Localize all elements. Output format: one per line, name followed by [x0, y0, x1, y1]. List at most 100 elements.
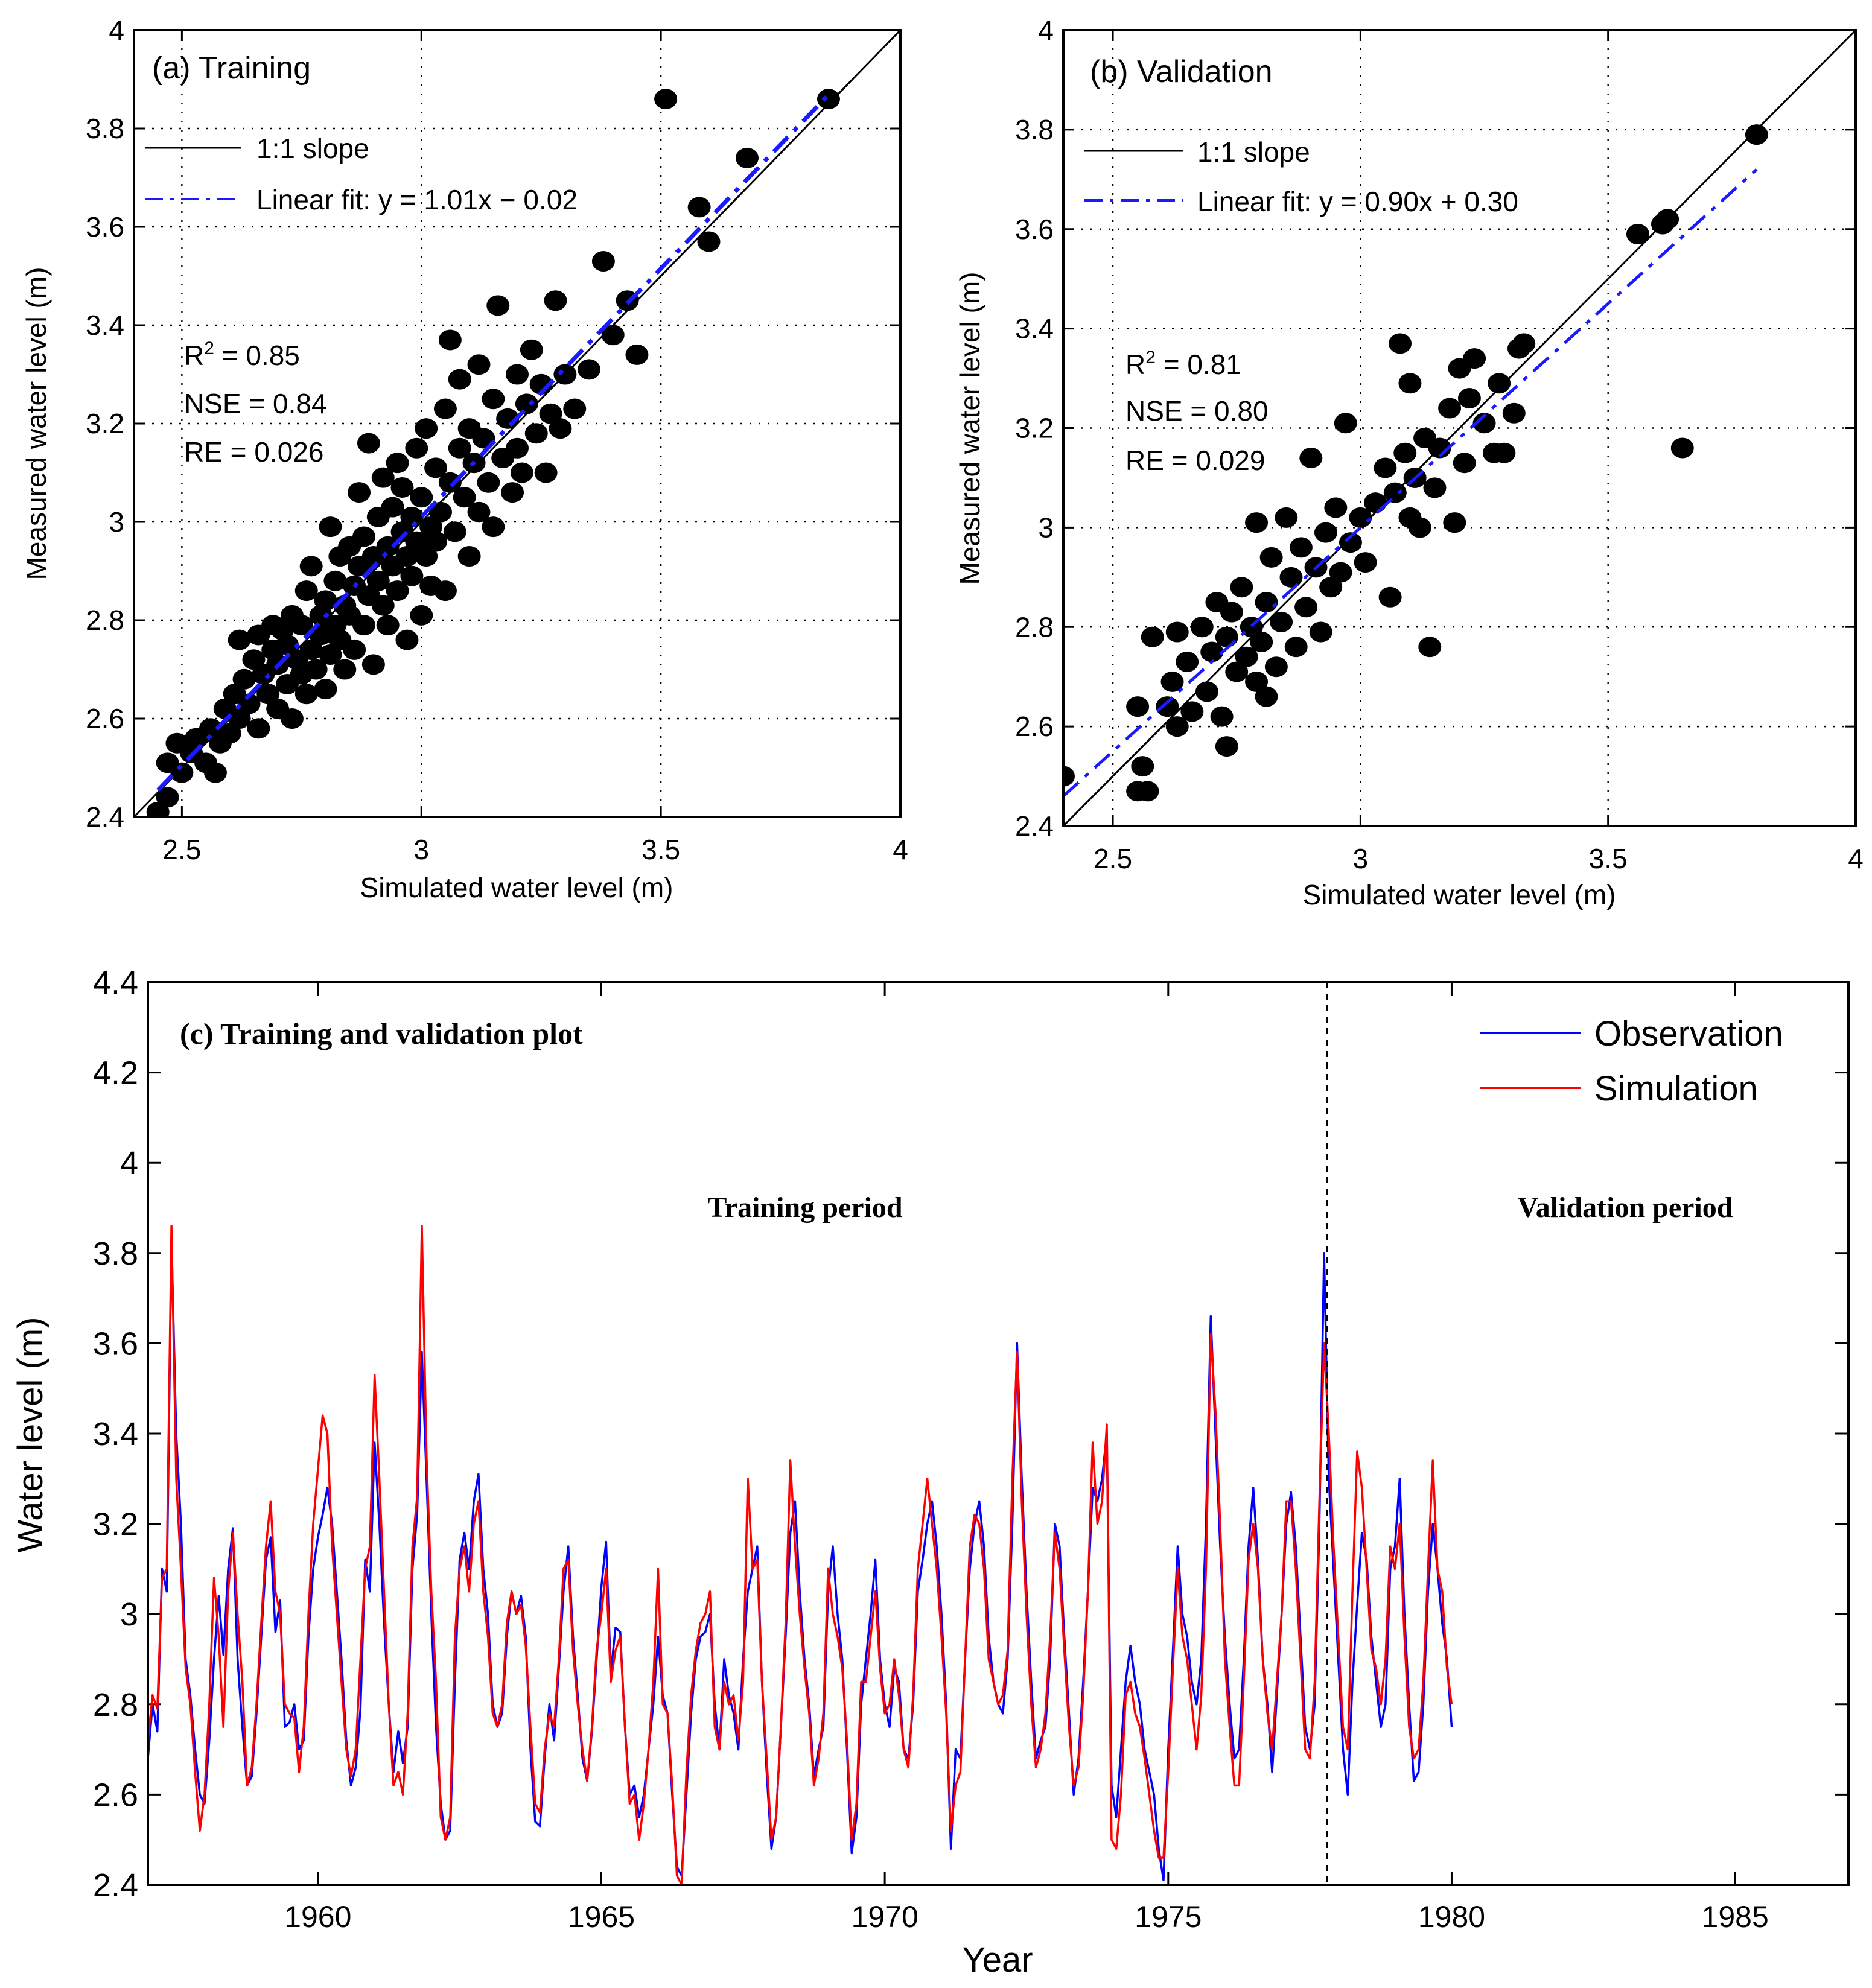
data-point	[601, 325, 625, 346]
panel-b-x-axis-label: Simulated water level (m)	[1303, 879, 1616, 910]
data-point	[1463, 348, 1486, 369]
y-tick-label: 3.8	[93, 1236, 138, 1272]
data-point	[687, 197, 711, 218]
data-point	[1230, 577, 1253, 598]
data-point	[1398, 373, 1422, 394]
data-point	[366, 570, 390, 591]
data-point	[1339, 532, 1362, 553]
data-point	[544, 290, 567, 311]
data-point	[1488, 373, 1511, 394]
data-point	[1255, 592, 1278, 613]
x-tick-label: 4	[893, 834, 908, 865]
data-point	[506, 364, 529, 385]
data-point	[1745, 124, 1768, 145]
training-period-label: Training period	[707, 1192, 902, 1224]
data-point	[524, 423, 548, 444]
data-point	[443, 521, 466, 542]
legend-label-observation: Observation	[1594, 1014, 1783, 1053]
panel-b-legend: 1:1 slope Linear fit: y = 0.90x + 0.30	[1084, 136, 1518, 217]
data-point	[1131, 756, 1154, 777]
data-point	[1176, 651, 1199, 672]
data-point	[1512, 333, 1536, 354]
data-point	[400, 506, 424, 527]
y-tick-label: 2.4	[1015, 810, 1054, 842]
data-point	[438, 472, 462, 493]
nse-stat: NSE = 0.80	[1125, 395, 1269, 427]
data-point	[386, 580, 409, 602]
data-point	[1334, 413, 1357, 434]
data-point	[1156, 696, 1179, 717]
y-tick-label: 3	[109, 506, 124, 538]
x-tick-label: 1975	[1135, 1900, 1202, 1934]
panel-c-x-tick-labels: 1960 1965 1970 1975 1980 1985	[284, 1900, 1769, 1934]
data-point	[323, 570, 347, 591]
panel-c-y-axis-label: Water level (m)	[11, 1317, 50, 1553]
panel-a-linear-fit-line	[156, 93, 830, 792]
data-point	[448, 437, 471, 459]
x-tick-label: 3.5	[642, 834, 680, 865]
panel-b-linear-fit-line	[1063, 168, 1758, 798]
data-point	[386, 453, 409, 474]
data-point	[1418, 637, 1442, 658]
x-tick-label: 3	[1353, 843, 1369, 874]
x-tick-label: 1985	[1702, 1900, 1769, 1934]
data-point	[424, 531, 448, 552]
data-point	[1393, 442, 1417, 463]
nse-stat: NSE = 0.84	[184, 388, 327, 419]
data-point	[1428, 437, 1451, 459]
y-tick-label: 4.4	[93, 965, 138, 1001]
legend-label-linear-fit: Linear fit: y = 1.01x − 0.02	[256, 184, 578, 215]
data-point	[1374, 457, 1397, 478]
y-tick-label: 2.4	[86, 801, 124, 833]
panel-a-x-tick-labels: 2.5 3 3.5 4	[162, 834, 908, 865]
data-point	[1063, 766, 1075, 787]
data-point	[410, 605, 433, 626]
data-point	[170, 762, 194, 783]
data-point	[424, 457, 448, 478]
data-point	[1354, 552, 1377, 573]
panel-a-x-axis-label: Simulated water level (m)	[360, 872, 673, 903]
data-point	[1160, 671, 1184, 692]
data-point	[1457, 388, 1481, 409]
x-tick-label: 2.5	[1094, 843, 1132, 874]
data-point	[429, 501, 452, 522]
validation-period-label: Validation period	[1518, 1192, 1733, 1224]
data-point	[1656, 209, 1679, 230]
data-point	[510, 462, 533, 483]
y-tick-label: 2.6	[1015, 711, 1054, 742]
panel-b-y-tick-labels: 2.4 2.6 2.8 3 3.2 3.4 3.6 3.8 4	[1015, 14, 1054, 842]
x-tick-label: 2.5	[162, 834, 201, 865]
panel-c-x-axis-label: Year	[962, 1940, 1033, 1980]
y-tick-label: 3.4	[93, 1416, 138, 1452]
y-tick-label: 3.6	[1015, 214, 1054, 245]
x-tick-label: 1980	[1418, 1900, 1485, 1934]
panel-c-title: (c) Training and validation plot	[180, 1017, 583, 1050]
data-point	[534, 462, 558, 483]
data-point	[1141, 626, 1164, 647]
data-point	[1502, 402, 1526, 424]
data-point	[381, 497, 404, 518]
data-point	[1275, 507, 1298, 528]
panel-c-tick-marks	[148, 981, 1848, 1886]
data-point	[1626, 223, 1649, 244]
x-tick-label: 4	[1848, 843, 1864, 874]
data-point	[549, 418, 572, 439]
x-tick-label: 3.5	[1589, 843, 1628, 874]
data-point	[1210, 706, 1234, 727]
panel-c-y-tick-labels: 2.4 2.6 2.8 3 3.2 3.4 3.6 3.8 4 4.2 4.4	[93, 965, 138, 1904]
data-point	[433, 398, 457, 419]
data-point	[1314, 522, 1337, 543]
y-tick-label: 4	[120, 1145, 138, 1181]
data-point	[1309, 621, 1332, 643]
data-point	[304, 659, 328, 680]
data-point	[438, 329, 462, 351]
panel-b-x-tick-labels: 2.5 3 3.5 4	[1094, 843, 1864, 874]
data-point	[232, 668, 256, 690]
panel-a-training-scatter: 2.5 3 3.5 4 2.4 2.6 2.8 3 3.2 3.4 3.6 3.…	[21, 14, 908, 903]
data-point	[1472, 413, 1496, 434]
data-point	[294, 580, 318, 602]
data-point	[314, 679, 337, 700]
data-point	[1378, 586, 1402, 608]
data-point	[1255, 686, 1278, 707]
y-tick-label: 3.8	[1015, 114, 1054, 145]
